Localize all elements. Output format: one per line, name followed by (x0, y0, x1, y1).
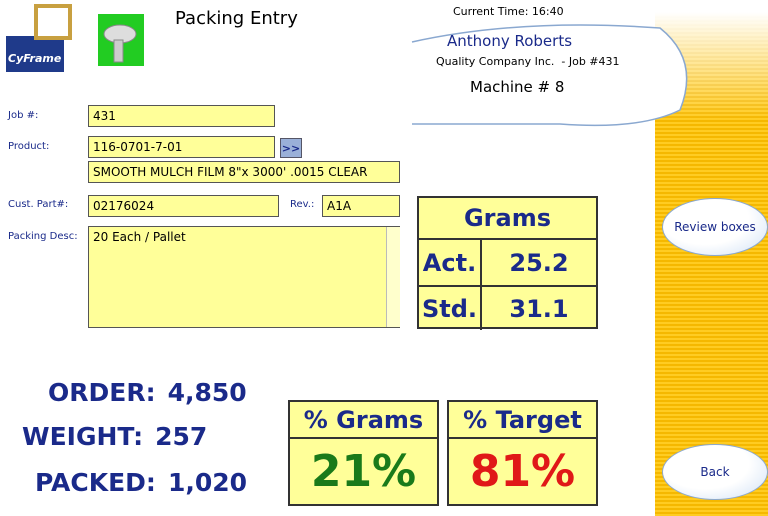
review-boxes-button[interactable]: Review boxes (662, 198, 768, 256)
machine: Machine # 8 (470, 78, 565, 96)
total-row: ORDER: 4,850 (48, 378, 247, 407)
grams-row: Std. 31.1 (419, 287, 596, 330)
total-value: 1,020 (167, 468, 248, 497)
header-graphics (6, 4, 688, 127)
cust-part-label: Cust. Part#: (8, 199, 69, 210)
packing-desc-field[interactable]: 20 Each / Pallet (88, 226, 400, 328)
grams-title: Grams (419, 198, 596, 240)
grams-row-label: Std. (419, 287, 482, 330)
percent-value: 21% (310, 445, 417, 497)
rev-label: Rev.: (290, 199, 315, 210)
total-row: PACKED: 1,020 (35, 468, 247, 497)
grams-row-value: 31.1 (509, 294, 569, 323)
packing-desc-label: Packing Desc: (8, 231, 78, 242)
logo-text: CyFrame (8, 52, 62, 65)
product-field[interactable]: 116-0701-7-01 (88, 136, 275, 158)
grams-row-value: 25.2 (509, 248, 569, 277)
current-time: Current Time: 16:40 (453, 5, 564, 18)
product-label: Product: (8, 141, 50, 152)
grams-row-label: Act. (419, 240, 482, 285)
product-lookup-button[interactable]: >> (280, 138, 302, 158)
product-description: SMOOTH MULCH FILM 8"x 3000' .0015 CLEAR (88, 161, 400, 183)
percent-value: 81% (469, 445, 576, 497)
percent-title: % Target (449, 402, 596, 439)
rev-field[interactable]: A1A (322, 195, 400, 217)
total-value: 4,850 (167, 378, 247, 407)
job-label: Job #: (8, 110, 39, 121)
total-label: WEIGHT: (22, 422, 144, 451)
total-row: WEIGHT: 257 (22, 422, 207, 451)
job-field[interactable]: 431 (88, 105, 275, 127)
cust-part-field[interactable]: 02176024 (88, 195, 279, 217)
page-title: Packing Entry (175, 8, 298, 29)
total-label: ORDER: (48, 378, 156, 407)
total-value: 257 (155, 422, 208, 451)
header-ellipse (411, 24, 688, 127)
logo-frame (34, 4, 72, 40)
company-job: Quality Company Inc. - Job #431 (436, 55, 620, 68)
scanner-handle (113, 39, 124, 63)
scrollbar[interactable] (386, 227, 400, 327)
total-label: PACKED: (35, 468, 156, 497)
logo-block (6, 36, 64, 72)
grams-row: Act. 25.2 (419, 240, 596, 287)
grams-table: Grams Act. 25.2 Std. 31.1 (417, 196, 598, 330)
percent-box: % Target 81% (447, 400, 598, 506)
back-button[interactable]: Back (662, 444, 768, 500)
operator: Anthony Roberts (447, 32, 573, 50)
percent-box: % Grams 21% (288, 400, 439, 506)
percent-title: % Grams (290, 402, 437, 439)
